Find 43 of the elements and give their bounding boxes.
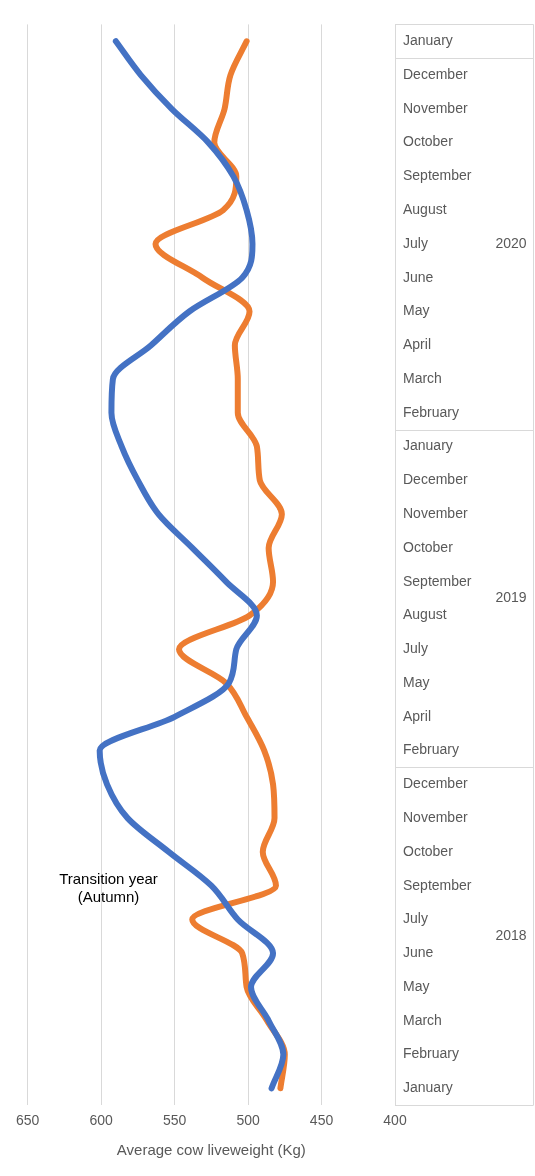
y-tick-label: October bbox=[403, 842, 454, 859]
y-tick-label: March bbox=[403, 369, 442, 386]
x-axis-title: Average cow liveweight (Kg) bbox=[116, 1141, 306, 1159]
y-tick-label: June bbox=[403, 268, 434, 285]
y-tick-label: December bbox=[403, 65, 468, 82]
y-tick-label: March bbox=[403, 1011, 442, 1028]
annotation: Transition year (Autumn) bbox=[59, 870, 158, 906]
y-tick-label: April bbox=[403, 336, 432, 353]
y-tick-label: January bbox=[403, 437, 453, 454]
y-tick-label: September bbox=[403, 876, 472, 893]
y-tick-label: February bbox=[403, 403, 460, 420]
text: 2018 bbox=[495, 927, 527, 944]
y-tick-label: July bbox=[403, 234, 428, 251]
y-tick-label: July bbox=[403, 910, 428, 927]
y-tick-label: May bbox=[403, 673, 430, 690]
x-tick-label: 450 bbox=[309, 1112, 334, 1129]
y-tick-label: January bbox=[403, 32, 453, 49]
x-tick-label: 400 bbox=[383, 1112, 407, 1129]
y-tick-label: November bbox=[403, 505, 468, 521]
y-tick-label: November bbox=[403, 808, 468, 825]
y-tick-label: August bbox=[403, 201, 447, 218]
y-tick-label: May bbox=[403, 302, 430, 319]
x-tick-label: 550 bbox=[162, 1112, 187, 1129]
y-tick-label: May bbox=[403, 977, 430, 994]
x-tick-label: 600 bbox=[89, 1112, 114, 1129]
text: 2019 bbox=[495, 589, 527, 606]
y-tick-label: December bbox=[403, 775, 468, 792]
text: 2020 bbox=[495, 234, 527, 251]
y-tick-label: December bbox=[403, 471, 468, 488]
y-tick-label: February bbox=[403, 741, 460, 758]
y-tick-label: September bbox=[403, 572, 472, 589]
x-tick-label: 500 bbox=[236, 1112, 260, 1129]
y-tick-label: October bbox=[403, 538, 454, 555]
y-tick-label: June bbox=[403, 944, 434, 961]
y-tick-label: April bbox=[403, 707, 432, 724]
y-tick-label: July bbox=[403, 640, 428, 657]
y-tick-label: October bbox=[403, 133, 454, 150]
x-tick-label: 650 bbox=[16, 1112, 40, 1129]
y-tick-label: February bbox=[403, 1045, 460, 1062]
y-tick-label: November bbox=[403, 99, 468, 116]
y-tick-label: September bbox=[403, 167, 472, 184]
y-tick-label: January bbox=[403, 1079, 453, 1096]
y-tick-label: August bbox=[403, 606, 447, 623]
